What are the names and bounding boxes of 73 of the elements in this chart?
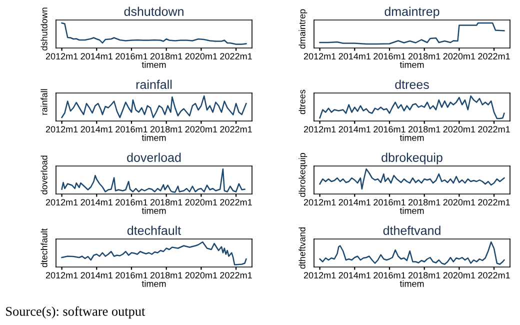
- x-axis-title: timem: [142, 134, 166, 141]
- x-tick-label: 2022m1: [220, 126, 252, 132]
- chart-title: dbrokequip: [382, 152, 442, 164]
- x-axis-title: timem: [400, 134, 424, 141]
- chart-title: dtheftvand: [383, 226, 440, 235]
- x-tick-label: 2018m1: [150, 53, 182, 60]
- x-tick-label: 2012m1: [46, 272, 78, 278]
- x-tick-label: 2012m1: [46, 126, 78, 132]
- y-axis-title: dtechfault: [40, 228, 48, 268]
- x-tick-label: 2018m1: [150, 126, 182, 132]
- x-axis-title: timem: [142, 207, 166, 214]
- x-tick-label: 2020m1: [443, 53, 476, 60]
- x-axis-title: timem: [142, 280, 166, 287]
- y-axis-title: rainfall: [40, 89, 48, 115]
- x-tick-label: 2018m1: [408, 53, 440, 60]
- x-tick-label: 2020m1: [185, 53, 218, 60]
- x-tick-label: 2012m1: [304, 53, 336, 60]
- y-axis-title: dtrees: [298, 90, 306, 114]
- x-axis-title: timem: [400, 207, 424, 214]
- x-tick-label: 2016m1: [374, 53, 406, 60]
- chart-title: dtechfault: [127, 226, 182, 235]
- x-tick-label: 2022m1: [478, 53, 510, 60]
- x-tick-label: 2018m1: [408, 199, 440, 206]
- x-tick-label: 2012m1: [304, 126, 336, 132]
- x-tick-label: 2022m1: [220, 53, 252, 60]
- x-tick-label: 2020m1: [185, 199, 218, 206]
- x-tick-label: 2016m1: [116, 199, 148, 206]
- x-tick-label: 2018m1: [150, 199, 182, 206]
- x-tick-label: 2014m1: [338, 199, 371, 206]
- x-tick-label: 2014m1: [80, 126, 113, 132]
- x-tick-label: 2022m1: [478, 126, 510, 132]
- x-tick-label: 2020m1: [185, 126, 218, 132]
- x-tick-label: 2014m1: [338, 53, 371, 60]
- x-tick-label: 2022m1: [478, 199, 510, 206]
- x-tick-label: 2012m1: [46, 199, 78, 206]
- source-note: Source(s): software output: [6, 306, 146, 318]
- y-axis-title: dshutdown: [40, 8, 48, 50]
- x-tick-label: 2020m1: [443, 126, 476, 132]
- x-tick-label: 2020m1: [443, 199, 476, 206]
- y-axis-title: dmaintrep: [298, 9, 308, 49]
- x-tick-label: 2016m1: [374, 272, 406, 278]
- x-axis-title: timem: [400, 280, 424, 287]
- x-tick-label: 2022m1: [478, 272, 510, 278]
- x-tick-label: 2016m1: [116, 53, 148, 60]
- x-tick-label: 2022m1: [220, 199, 252, 206]
- y-axis-title: dbrokequip: [298, 153, 308, 197]
- x-tick-label: 2012m1: [304, 199, 336, 206]
- x-tick-label: 2012m1: [46, 53, 78, 60]
- x-tick-label: 2016m1: [116, 272, 148, 278]
- x-tick-label: 2018m1: [408, 126, 440, 132]
- x-tick-label: 2018m1: [150, 272, 182, 278]
- x-tick-label: 2022m1: [220, 272, 252, 278]
- y-axis-title: doverload: [40, 156, 48, 194]
- x-axis-title: timem: [400, 61, 424, 68]
- y-axis-title: dtheftvand: [298, 227, 306, 269]
- x-tick-label: 2016m1: [374, 126, 406, 132]
- chart-title: dtrees: [395, 80, 429, 89]
- chart-title: rainfall: [136, 80, 172, 89]
- x-tick-label: 2016m1: [374, 199, 406, 206]
- x-tick-label: 2020m1: [443, 272, 476, 278]
- x-axis-title: timem: [142, 61, 166, 68]
- x-tick-label: 2016m1: [116, 126, 148, 132]
- x-tick-label: 2012m1: [304, 272, 336, 278]
- x-tick-label: 2014m1: [80, 199, 113, 206]
- x-tick-label: 2014m1: [80, 272, 113, 278]
- x-tick-label: 2014m1: [338, 126, 371, 132]
- x-tick-label: 2018m1: [408, 272, 440, 278]
- x-tick-label: 2014m1: [80, 53, 113, 60]
- chart-title: dshutdown: [124, 6, 184, 16]
- chart-title: doverload: [127, 152, 181, 162]
- x-tick-label: 2020m1: [185, 272, 218, 278]
- x-tick-label: 2014m1: [338, 272, 371, 278]
- chart-title: dmaintrep: [384, 6, 440, 18]
